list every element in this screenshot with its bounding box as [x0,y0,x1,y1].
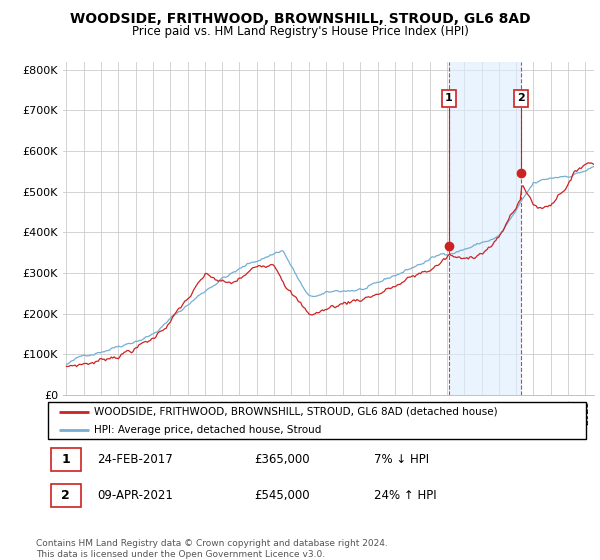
Text: £365,000: £365,000 [254,453,310,466]
Text: WOODSIDE, FRITHWOOD, BROWNSHILL, STROUD, GL6 8AD: WOODSIDE, FRITHWOOD, BROWNSHILL, STROUD,… [70,12,530,26]
Text: WOODSIDE, FRITHWOOD, BROWNSHILL, STROUD, GL6 8AD (detached house): WOODSIDE, FRITHWOOD, BROWNSHILL, STROUD,… [94,407,498,417]
FancyBboxPatch shape [48,402,586,439]
FancyBboxPatch shape [51,448,80,470]
Text: 09-APR-2021: 09-APR-2021 [97,489,173,502]
Bar [449,62,521,395]
Text: £545,000: £545,000 [254,489,310,502]
Text: 24% ↑ HPI: 24% ↑ HPI [374,489,436,502]
Text: 2: 2 [517,93,525,103]
Text: Price paid vs. HM Land Registry's House Price Index (HPI): Price paid vs. HM Land Registry's House … [131,25,469,38]
Text: Contains HM Land Registry data © Crown copyright and database right 2024.
This d: Contains HM Land Registry data © Crown c… [36,539,388,559]
Text: HPI: Average price, detached house, Stroud: HPI: Average price, detached house, Stro… [94,425,322,435]
Text: 1: 1 [445,93,453,103]
Text: 2: 2 [61,489,70,502]
Text: 7% ↓ HPI: 7% ↓ HPI [374,453,429,466]
Text: 1: 1 [61,453,70,466]
Text: 24-FEB-2017: 24-FEB-2017 [97,453,173,466]
FancyBboxPatch shape [51,484,80,507]
